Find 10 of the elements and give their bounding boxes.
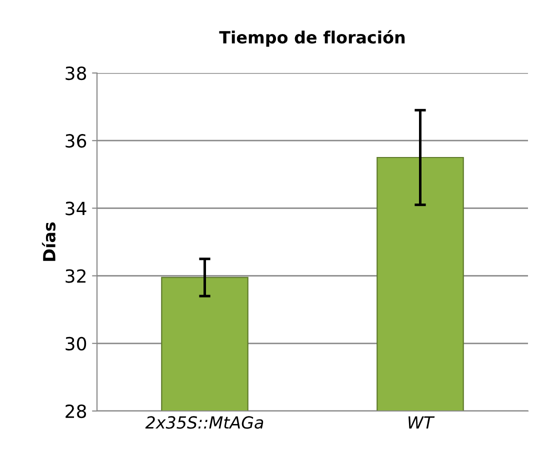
y-tick-label: 34: [66, 202, 86, 216]
chart-title: Tiempo de floración: [219, 30, 405, 47]
y-tick-label: 32: [66, 269, 86, 283]
x-tick-label: 2x35S::MtAGa: [145, 416, 264, 429]
y-axis-title: Días: [42, 222, 56, 261]
y-tick-label: 36: [66, 134, 86, 148]
x-tick-label: WT: [408, 416, 435, 429]
y-tick-label: 30: [66, 336, 86, 351]
y-tick-label: 38: [66, 66, 86, 80]
y-tick-label: 28: [66, 404, 86, 418]
